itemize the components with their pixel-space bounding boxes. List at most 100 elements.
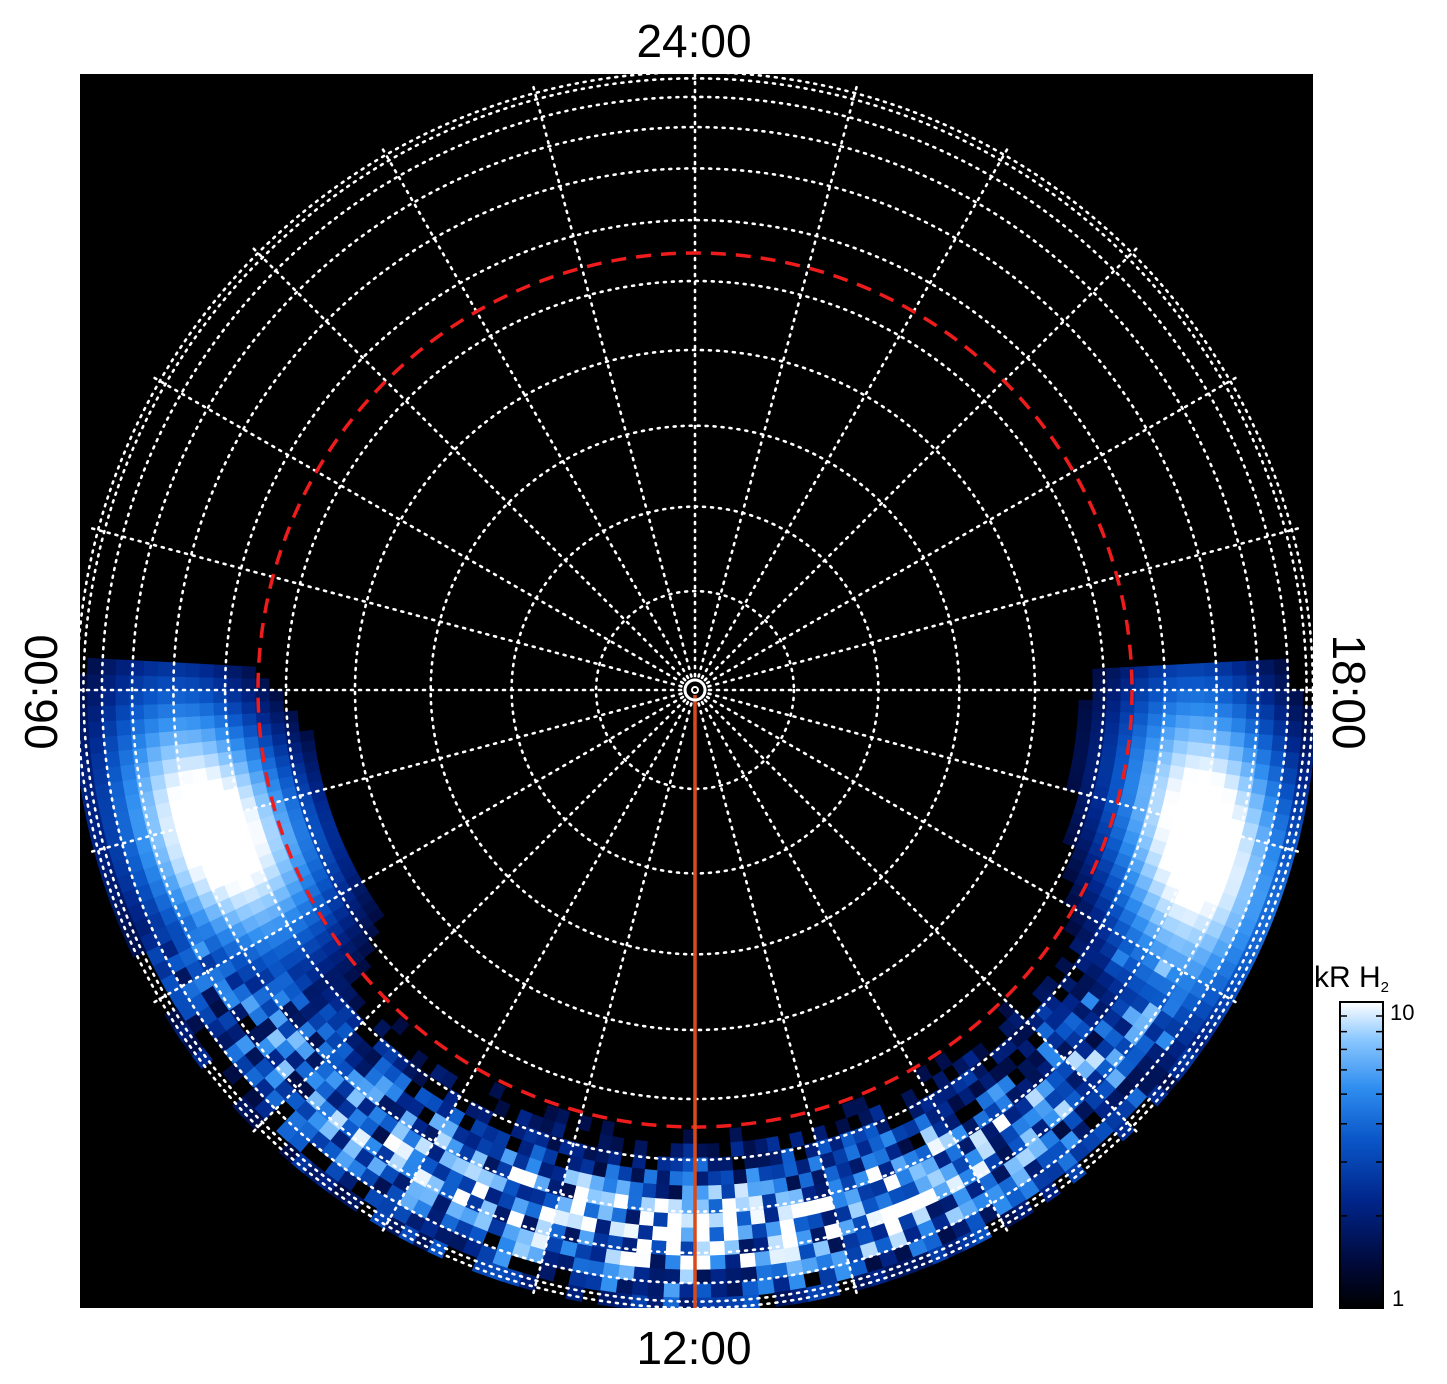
emission-cell [1257, 734, 1274, 751]
emission-cell [204, 765, 222, 781]
emission-cell [706, 1143, 720, 1159]
emission-cell [1232, 689, 1248, 705]
emission-cell [1300, 721, 1313, 739]
emission-cell [243, 735, 260, 750]
emission-cell [158, 730, 175, 747]
lt-label-top: 24:00 [636, 15, 751, 67]
emission-cell [1231, 703, 1248, 720]
emission-cell [732, 1169, 748, 1185]
lt-label-bottom: 12:00 [636, 1322, 751, 1374]
lt-label-right: 18:00 [1323, 634, 1375, 749]
emission-cell [1295, 769, 1313, 788]
emission-cell [1104, 722, 1121, 735]
emission-cell [80, 737, 91, 755]
emission-cell [86, 657, 103, 675]
emission-cell [662, 1282, 680, 1299]
emission-cell [614, 1179, 631, 1196]
emission-cell [636, 1224, 654, 1241]
colorbar-label: kR H2 [1314, 961, 1389, 996]
emission-cell [628, 1181, 644, 1198]
emission-cell [737, 1238, 755, 1255]
emission-cell [1229, 731, 1246, 749]
emission-cell [1232, 675, 1248, 691]
emission-cell [583, 1273, 603, 1291]
emission-cell [618, 1250, 637, 1268]
emission-cell [1106, 689, 1122, 702]
emission-cell [271, 732, 287, 746]
emission-cell [613, 1292, 632, 1308]
emission-cell [707, 1185, 723, 1201]
emission-cell [184, 689, 200, 704]
emission-cell [272, 743, 289, 757]
lt-label-left: 06:00 [15, 634, 67, 749]
emission-cell [1134, 665, 1150, 679]
emission-cell [298, 729, 315, 743]
emission-cell [665, 1226, 682, 1243]
emission-cell [1260, 689, 1276, 706]
emission-cell [119, 763, 137, 782]
emission-cell [1218, 675, 1234, 691]
emission-cell [735, 1210, 752, 1227]
emission-cell [226, 665, 242, 679]
emission-cell [1251, 778, 1269, 797]
emission-cell [1217, 717, 1233, 733]
emission-cell [1241, 747, 1259, 765]
emission-cell [741, 1280, 759, 1297]
emission-cell [149, 773, 167, 791]
emission-cell [86, 673, 102, 691]
emission-cell [159, 744, 176, 761]
emission-cell [1231, 660, 1248, 677]
emission-cell [682, 1143, 696, 1159]
emission-cell [681, 1185, 696, 1201]
emission-cell [80, 705, 89, 723]
emission-cell [1176, 676, 1192, 691]
emission-cell [739, 1252, 756, 1269]
emission-cell [201, 740, 218, 756]
emission-cell [198, 702, 214, 717]
emission-cell [228, 725, 244, 740]
emission-cell [1301, 705, 1313, 723]
emission-cell [226, 677, 242, 691]
emission-cell [80, 721, 90, 739]
emission-cell [80, 753, 93, 772]
emission-cell [1217, 661, 1234, 677]
emission-cell [742, 1294, 761, 1308]
emission-cell [230, 748, 247, 764]
emission-cell [1105, 711, 1121, 724]
emission-cell [114, 689, 130, 706]
emission-cell [729, 1127, 743, 1143]
emission-cell [664, 1254, 681, 1271]
emission-cell [753, 1250, 772, 1268]
emission-cell [670, 1143, 684, 1159]
emission-cell [184, 662, 200, 678]
emission-cell [622, 1223, 640, 1240]
emission-cell [1175, 714, 1191, 730]
emission-cell [156, 675, 172, 691]
emission-cell [736, 1224, 754, 1241]
emission-cell [1184, 754, 1201, 771]
emission-cell [1218, 689, 1234, 705]
emission-cell [189, 754, 206, 771]
emission-cell [1190, 662, 1206, 678]
emission-cell [1134, 677, 1150, 691]
emission-cell [610, 1207, 627, 1224]
emission-cell [114, 704, 131, 721]
emission-cell [680, 1213, 696, 1229]
emission-cell [772, 1177, 789, 1195]
emission-cell [750, 1223, 768, 1240]
emission-cell [694, 1143, 708, 1159]
emission-cell [765, 1136, 781, 1153]
emission-cell [662, 1296, 680, 1308]
emission-cell [1217, 703, 1234, 719]
colorbar-label-subscript: 2 [1381, 979, 1389, 996]
colorbar-label-main: kR H [1314, 961, 1381, 994]
emission-cell [1258, 719, 1275, 736]
emission-cell [240, 677, 256, 691]
emission-cell [1253, 763, 1271, 782]
emission-cell [1209, 771, 1227, 789]
emission-cell [229, 737, 246, 752]
colorbar-tick-min: 1 [1392, 1286, 1404, 1311]
emission-cell [1214, 744, 1231, 761]
emission-cell [596, 1204, 614, 1222]
emission-cell [1106, 667, 1122, 680]
